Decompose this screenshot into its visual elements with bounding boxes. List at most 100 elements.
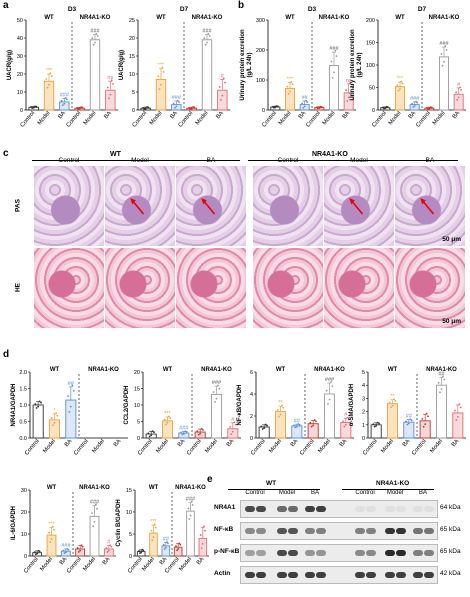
wb-band xyxy=(245,572,255,578)
data-point xyxy=(221,94,224,97)
data-point xyxy=(94,503,97,506)
data-point xyxy=(454,409,456,412)
data-point xyxy=(346,100,349,102)
data-point xyxy=(50,538,53,540)
chart-d-NFkB: 0 2 4 6 NF-κB/GAPDH WT NR4A1-KO Control ** Model #… xyxy=(237,367,354,457)
data-point xyxy=(67,395,69,397)
data-point xyxy=(208,35,211,37)
wb-band xyxy=(413,528,423,534)
bar-ba-2 xyxy=(65,399,77,439)
y-axis-label: CCL2/GAPDH xyxy=(124,385,130,424)
x-tick-label: Model xyxy=(155,438,170,454)
x-tick-label: Control xyxy=(299,438,316,456)
wb-group-line xyxy=(342,489,434,490)
data-point xyxy=(375,424,378,427)
wb-band xyxy=(366,506,376,512)
data-point xyxy=(38,400,41,403)
data-point xyxy=(317,107,319,110)
data-point xyxy=(178,542,181,545)
data-point xyxy=(172,102,175,105)
significance-label: *** xyxy=(150,519,157,525)
wb-band xyxy=(366,550,376,556)
data-point xyxy=(199,534,202,536)
x-tick-label: BA xyxy=(215,110,225,120)
data-point xyxy=(96,35,99,37)
wb-band xyxy=(305,506,315,512)
data-point xyxy=(138,550,140,552)
wb-band xyxy=(396,506,406,512)
y-tick-label: 150 xyxy=(366,41,375,47)
x-tick-label: Control xyxy=(66,556,83,574)
y-axis-label: IL-6/GAPDH xyxy=(11,506,17,540)
x-tick-label: Model xyxy=(91,438,106,454)
data-point xyxy=(182,432,185,435)
data-point xyxy=(93,521,96,523)
data-point xyxy=(344,423,347,426)
y-tick-label: 0 xyxy=(250,436,253,442)
x-tick-label: BA xyxy=(226,438,236,448)
data-point xyxy=(147,432,150,435)
data-point xyxy=(441,64,444,67)
data-point xyxy=(175,545,177,548)
data-point xyxy=(459,86,461,89)
x-tick-label: Model xyxy=(432,110,447,126)
data-point xyxy=(92,525,95,528)
significance-label: *** xyxy=(48,521,55,527)
significance-label: *** xyxy=(397,76,404,82)
significance-label: *** xyxy=(287,76,294,82)
y-tick-label: 5 xyxy=(362,370,365,376)
x-tick-label: Model xyxy=(195,110,210,126)
wb-band xyxy=(424,506,434,512)
y-tick-label: 2 xyxy=(362,410,365,416)
y-axis-label: α-SMA/GAPDH xyxy=(349,384,355,426)
data-point xyxy=(421,417,424,420)
micro-tile-pas-2 xyxy=(176,166,246,246)
stain-label-he: HE xyxy=(14,282,22,293)
data-point xyxy=(330,60,333,63)
data-point xyxy=(429,106,432,109)
x-tick-label: BA xyxy=(57,110,67,120)
micro-tile-he-4 xyxy=(324,248,394,328)
data-point xyxy=(261,428,264,430)
y-axis-label: NR4A1/GAPDH xyxy=(11,383,17,426)
significance-label: * xyxy=(53,408,56,414)
micro-column-label: BA xyxy=(206,157,216,164)
data-point xyxy=(189,108,192,111)
panel-label-a: a xyxy=(3,0,9,11)
data-point xyxy=(286,85,289,88)
wb-band xyxy=(355,506,365,512)
bar-model-4 xyxy=(186,510,195,557)
data-point xyxy=(162,70,165,73)
bar-model-4 xyxy=(439,56,449,111)
data-point xyxy=(442,375,444,378)
wb-band xyxy=(424,550,434,556)
y-tick-label: 20 xyxy=(129,36,135,42)
y-tick-label: 0.0 xyxy=(19,436,27,442)
wb-lane-label: Model xyxy=(278,490,296,496)
micro-tile-pas-0 xyxy=(34,166,104,246)
data-point xyxy=(303,105,306,108)
x-tick-label: BA xyxy=(290,438,300,448)
data-point xyxy=(141,548,144,551)
x-tick-label: BA xyxy=(402,438,412,448)
data-point xyxy=(110,545,113,548)
x-tick-label: BA xyxy=(339,438,349,448)
data-point xyxy=(271,105,274,108)
x-tick-label: BA xyxy=(451,438,461,448)
data-point xyxy=(315,420,317,423)
micro-wt-label: WT xyxy=(110,151,121,158)
significance-label: ### xyxy=(329,46,339,52)
data-point xyxy=(190,107,193,110)
data-point xyxy=(55,412,57,415)
data-point xyxy=(217,384,219,387)
x-tick-label: Control xyxy=(178,110,195,128)
bar-ba-5 xyxy=(217,89,228,111)
y-tick-label: 30 xyxy=(17,54,23,60)
group-label-ko: NR4A1-KO xyxy=(201,367,232,373)
y-tick-label: 1 xyxy=(362,423,365,429)
data-point xyxy=(263,427,266,429)
data-point xyxy=(293,424,295,427)
data-point xyxy=(187,507,190,510)
significance-label: ### xyxy=(439,41,449,47)
y-tick-label: 40 xyxy=(17,36,23,42)
